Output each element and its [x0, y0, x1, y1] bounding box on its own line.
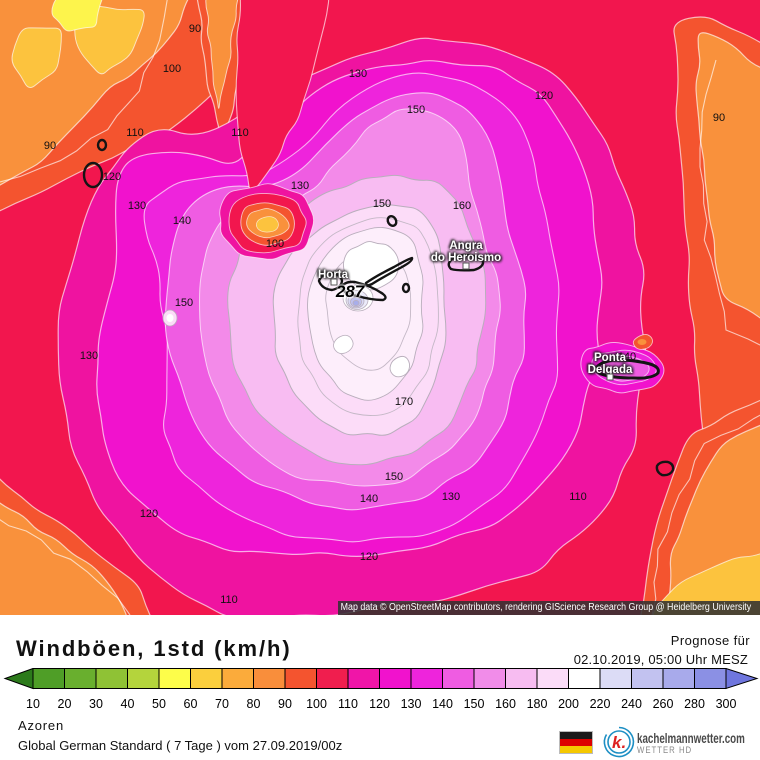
svg-text:110: 110 [569, 491, 587, 503]
svg-text:130: 130 [291, 180, 309, 192]
svg-text:do Heroismo: do Heroismo [431, 252, 501, 264]
svg-text:Angra: Angra [449, 240, 483, 252]
svg-text:90: 90 [278, 697, 292, 711]
svg-text:90: 90 [44, 140, 56, 152]
svg-text:240: 240 [621, 697, 642, 711]
svg-text:287: 287 [335, 282, 366, 301]
svg-text:280: 280 [684, 697, 705, 711]
svg-text:20: 20 [58, 697, 72, 711]
svg-text:100: 100 [266, 238, 284, 250]
svg-text:110: 110 [338, 697, 358, 711]
svg-text:80: 80 [247, 697, 261, 711]
svg-text:10: 10 [26, 697, 40, 711]
svg-text:120: 120 [140, 508, 158, 520]
svg-text:160: 160 [495, 697, 516, 711]
svg-text:120: 120 [535, 90, 553, 102]
svg-text:110: 110 [220, 594, 238, 606]
svg-text:120: 120 [360, 551, 378, 563]
svg-text:200: 200 [558, 697, 579, 711]
svg-text:150: 150 [464, 697, 485, 711]
svg-text:130: 130 [80, 350, 98, 362]
svg-text:150: 150 [175, 297, 193, 309]
svg-text:220: 220 [590, 697, 611, 711]
svg-text:110: 110 [231, 127, 249, 139]
svg-text:300: 300 [716, 697, 737, 711]
svg-text:70: 70 [215, 697, 229, 711]
svg-text:50: 50 [152, 697, 166, 711]
svg-text:30: 30 [89, 697, 103, 711]
svg-text:130: 130 [349, 68, 367, 80]
svg-text:Ponta: Ponta [594, 352, 627, 364]
svg-text:160: 160 [453, 200, 471, 212]
svg-text:90: 90 [189, 23, 201, 35]
svg-text:130: 130 [128, 200, 146, 212]
svg-text:120: 120 [369, 697, 390, 711]
svg-text:120: 120 [103, 171, 121, 183]
svg-text:150: 150 [407, 104, 425, 116]
svg-text:k.: k. [612, 733, 626, 752]
svg-text:100: 100 [163, 63, 181, 75]
svg-text:260: 260 [653, 697, 674, 711]
svg-text:130: 130 [442, 491, 460, 503]
svg-text:110: 110 [126, 127, 144, 139]
svg-text:140: 140 [360, 493, 378, 505]
svg-text:40: 40 [121, 697, 135, 711]
svg-text:150: 150 [373, 198, 391, 210]
svg-text:90: 90 [713, 112, 725, 124]
svg-text:Delgada: Delgada [588, 364, 633, 376]
svg-text:150: 150 [385, 471, 403, 483]
svg-text:100: 100 [306, 697, 327, 711]
svg-text:180: 180 [527, 697, 548, 711]
svg-text:Horta: Horta [318, 269, 349, 281]
svg-text:140: 140 [173, 215, 191, 227]
svg-text:60: 60 [184, 697, 198, 711]
svg-text:170: 170 [395, 396, 413, 408]
svg-text:130: 130 [401, 697, 422, 711]
svg-text:140: 140 [432, 697, 453, 711]
